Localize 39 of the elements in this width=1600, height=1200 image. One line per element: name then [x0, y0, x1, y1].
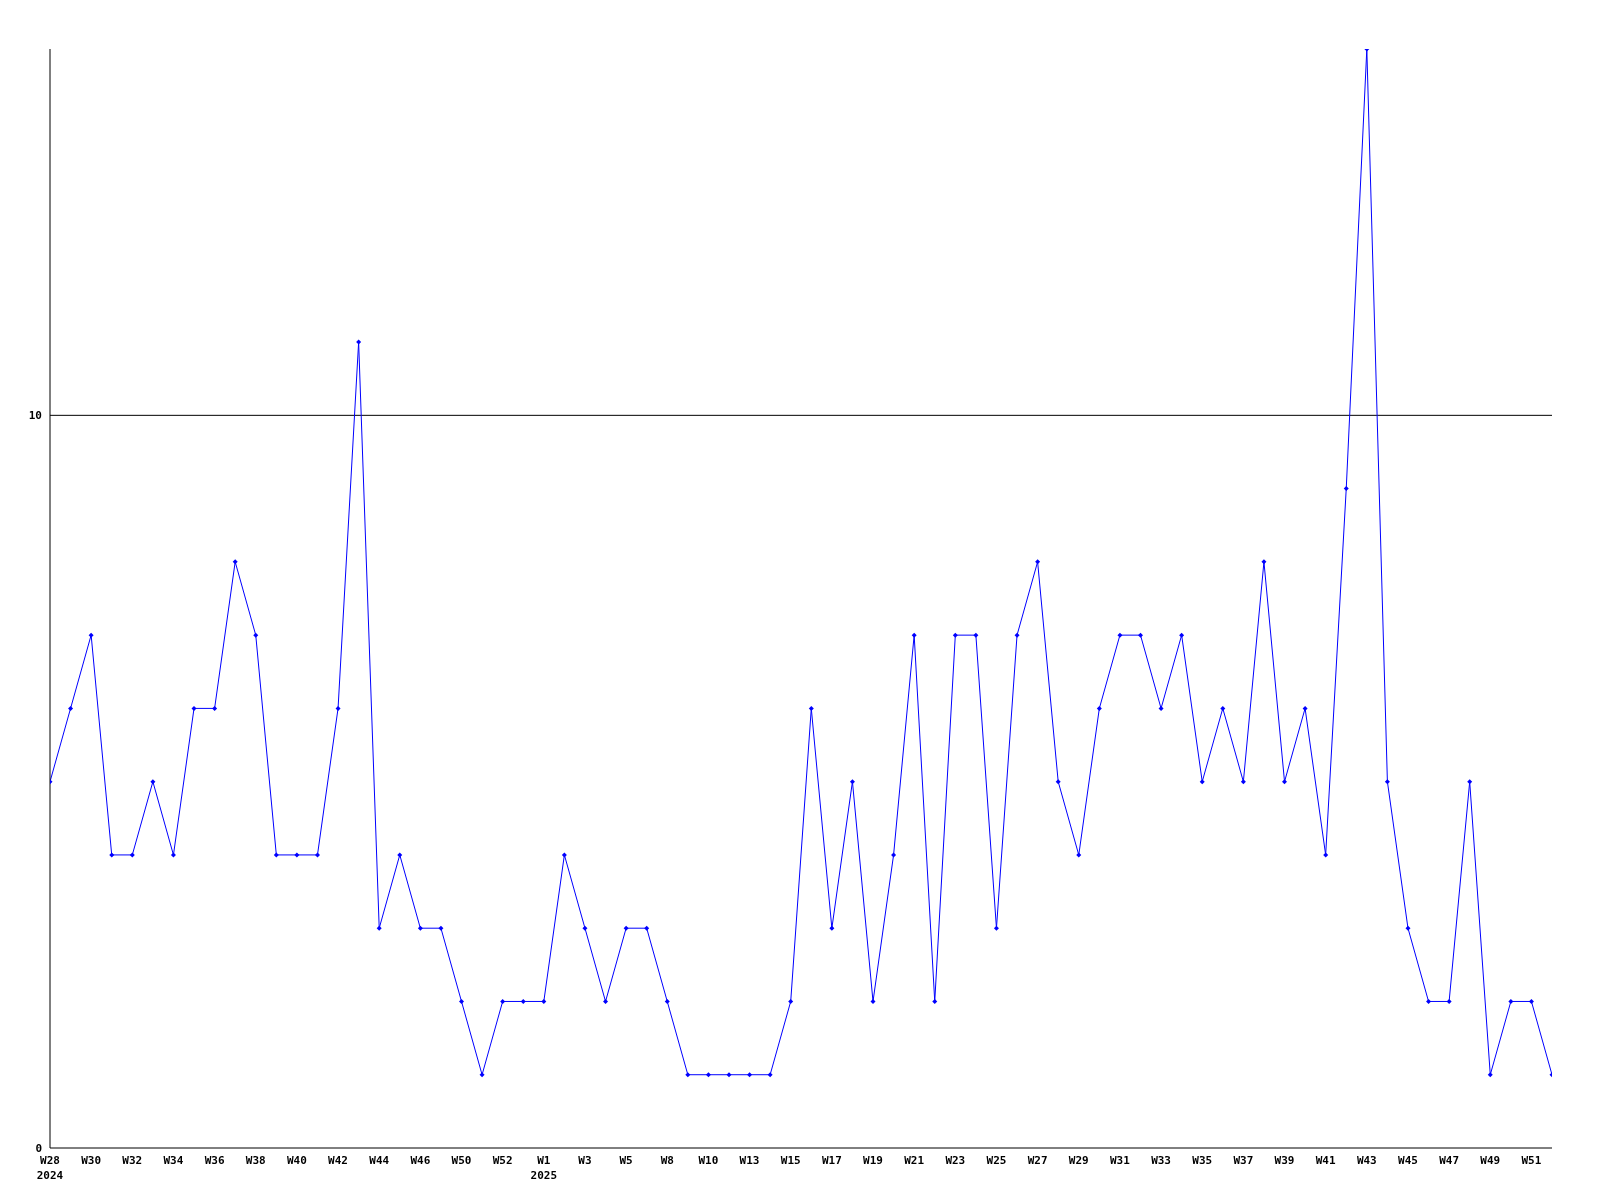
x-tick-label: W17 — [821, 1154, 842, 1167]
x-tick-label: W33 — [1151, 1154, 1172, 1167]
x-tick-label: W49 — [1480, 1154, 1501, 1167]
x-tick-label: W43 — [1356, 1154, 1377, 1167]
x-tick-label: W36 — [204, 1154, 225, 1167]
x-tick-label: W28 2024 — [36, 1154, 64, 1182]
y-tick-label: 0 — [35, 1141, 42, 1155]
x-tick-label: W13 — [739, 1154, 760, 1167]
x-tick-label: W32 — [122, 1154, 143, 1167]
x-tick-label: W15 — [780, 1154, 801, 1167]
x-tick-label: W47 — [1439, 1154, 1460, 1167]
x-tick-label: W38 — [245, 1154, 266, 1167]
x-tick-label: W5 — [619, 1154, 633, 1167]
x-tick-label: W34 — [163, 1154, 184, 1167]
x-tick-label: W27 — [1027, 1154, 1048, 1167]
x-tick-label: W39 — [1274, 1154, 1295, 1167]
x-tick-label: W40 — [286, 1154, 307, 1167]
x-tick-label: W51 — [1521, 1154, 1542, 1167]
x-tick-label: W23 — [945, 1154, 966, 1167]
x-tick-label: W3 — [578, 1154, 592, 1167]
x-tick-label: W10 — [698, 1154, 719, 1167]
x-tick-label: W29 — [1068, 1154, 1089, 1167]
x-tick-label: W41 — [1315, 1154, 1336, 1167]
x-tick-label: W1 2025 — [530, 1154, 558, 1182]
x-tick-label: W25 — [986, 1154, 1007, 1167]
x-tick-label: W31 — [1109, 1154, 1131, 1167]
x-tick-label: W35 — [1192, 1154, 1213, 1167]
x-tick-label: W42 — [328, 1154, 348, 1167]
x-tick-label: W45 — [1398, 1154, 1418, 1167]
x-tick-label: W50 — [451, 1154, 472, 1167]
x-tick-label: W52 — [492, 1154, 513, 1167]
x-tick-label: W37 — [1233, 1154, 1254, 1167]
y-tick-label: 10 — [28, 409, 42, 423]
x-tick-label: W21 — [904, 1154, 925, 1167]
x-tick-label: W19 — [863, 1154, 883, 1167]
x-tick-label: W30 — [81, 1154, 102, 1167]
x-tick-label: W46 — [410, 1154, 431, 1167]
x-tick-label: W8 — [660, 1154, 674, 1167]
x-tick-label: W44 — [369, 1154, 390, 1167]
